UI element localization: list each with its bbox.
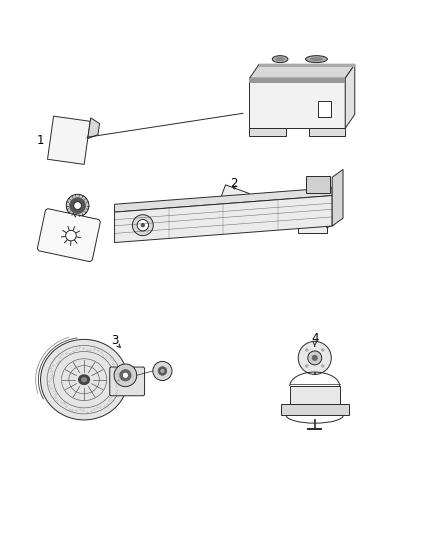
Polygon shape <box>115 188 332 212</box>
Polygon shape <box>250 64 355 78</box>
Circle shape <box>321 364 325 368</box>
Bar <box>250 128 286 136</box>
Circle shape <box>120 370 131 381</box>
Bar <box>318 101 331 117</box>
Bar <box>309 128 345 136</box>
Polygon shape <box>345 64 355 128</box>
Circle shape <box>137 220 148 231</box>
Circle shape <box>298 341 331 375</box>
Circle shape <box>305 364 308 368</box>
Circle shape <box>66 194 89 217</box>
Circle shape <box>321 348 325 352</box>
Circle shape <box>141 223 145 228</box>
Circle shape <box>123 373 128 378</box>
Circle shape <box>308 351 322 365</box>
Polygon shape <box>244 198 254 206</box>
Text: 1: 1 <box>37 134 44 147</box>
Polygon shape <box>250 78 345 128</box>
Circle shape <box>160 369 165 373</box>
Circle shape <box>70 198 85 213</box>
Ellipse shape <box>81 377 87 382</box>
Polygon shape <box>115 196 332 243</box>
Circle shape <box>66 230 76 241</box>
Circle shape <box>158 367 167 375</box>
Polygon shape <box>259 64 355 67</box>
Ellipse shape <box>272 55 288 62</box>
Polygon shape <box>250 78 345 84</box>
Bar <box>306 176 330 193</box>
FancyBboxPatch shape <box>47 116 90 164</box>
FancyBboxPatch shape <box>281 404 349 415</box>
Circle shape <box>305 348 308 352</box>
Ellipse shape <box>41 340 127 420</box>
FancyBboxPatch shape <box>219 185 249 211</box>
Circle shape <box>153 361 172 381</box>
Text: 3: 3 <box>111 334 118 347</box>
FancyBboxPatch shape <box>298 213 327 233</box>
Ellipse shape <box>78 374 90 385</box>
Ellipse shape <box>276 57 284 61</box>
Polygon shape <box>88 118 99 139</box>
FancyBboxPatch shape <box>37 209 100 262</box>
FancyBboxPatch shape <box>110 367 145 396</box>
Text: 2: 2 <box>230 177 238 190</box>
Polygon shape <box>332 169 343 226</box>
Circle shape <box>312 355 318 361</box>
Circle shape <box>114 364 137 386</box>
Text: 4: 4 <box>311 332 318 345</box>
Ellipse shape <box>310 57 323 61</box>
Polygon shape <box>327 218 335 228</box>
FancyBboxPatch shape <box>290 386 340 404</box>
Circle shape <box>74 201 81 209</box>
Circle shape <box>132 215 153 236</box>
Ellipse shape <box>306 55 327 62</box>
